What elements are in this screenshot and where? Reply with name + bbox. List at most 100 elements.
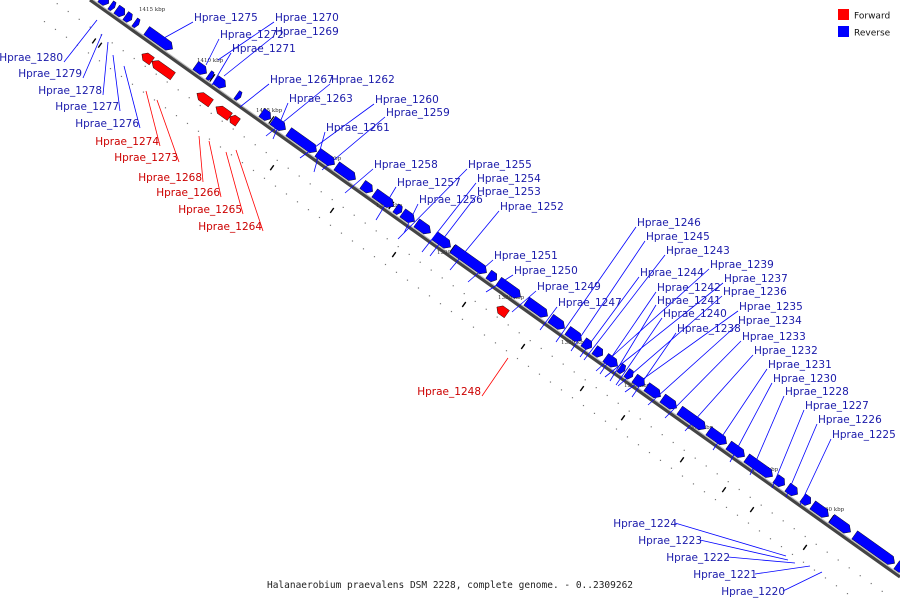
- label-leader: [595, 268, 710, 372]
- label-leader: [313, 131, 326, 173]
- reverse-gene-arrow: [893, 560, 900, 573]
- guide-dot: [252, 169, 255, 172]
- gene-label-hprae-1238: Hprae_1238: [677, 323, 741, 335]
- guide-dot: [571, 397, 574, 399]
- reverse-gene-arrow: [485, 269, 497, 283]
- guide-dot: [813, 569, 816, 571]
- guide-dot: [793, 528, 795, 530]
- guide-dot: [296, 201, 299, 203]
- guide-dot: [791, 553, 794, 556]
- kbp-tick-mark: [268, 115, 275, 124]
- guide-dot: [166, 81, 168, 83]
- guide-dot: [648, 451, 651, 454]
- strand-tick: [721, 486, 727, 493]
- label-leader: [664, 340, 742, 419]
- label-leader: [604, 282, 724, 378]
- guide-dot: [626, 436, 629, 438]
- genome-backbone: [89, 0, 900, 579]
- label-leader: [631, 332, 677, 398]
- guide-dot: [164, 107, 167, 109]
- guide-dot: [430, 269, 432, 271]
- label-leader: [239, 83, 270, 108]
- guide-dot: [749, 496, 751, 498]
- reverse-gene-arrow: [143, 26, 173, 51]
- gene-label-hprae-1249: Hprae_1249: [537, 281, 601, 293]
- gene-label-hprae-1255: Hprae_1255: [468, 159, 532, 171]
- guide-dot: [692, 483, 695, 485]
- gene-label-hprae-1244: Hprae_1244: [640, 267, 704, 279]
- legend-forward-label: Forward: [854, 12, 890, 22]
- guide-dot: [43, 20, 46, 23]
- guide-dot: [375, 230, 377, 232]
- guide-dot: [133, 57, 135, 60]
- guide-dot: [144, 65, 146, 67]
- guide-dot: [672, 441, 674, 444]
- reverse-gene-arrow: [495, 276, 521, 299]
- gene-label-hprae-1257: Hprae_1257: [397, 177, 461, 189]
- guide-dot: [703, 491, 706, 493]
- gene-label-hprae-1222: Hprae_1222: [666, 552, 730, 564]
- gene-features: [97, 0, 900, 573]
- reverse-gene-arrow: [623, 368, 634, 380]
- label-leader: [211, 52, 232, 86]
- gene-label-hprae-1254: Hprae_1254: [477, 173, 541, 185]
- gene-labels: Hprae_1275 Hprae_1270 Hprae_1272Hprae_1269…: [0, 12, 896, 598]
- guide-dot: [551, 355, 553, 357]
- forward-gene-arrow: [229, 114, 241, 127]
- guide-dot: [859, 575, 861, 577]
- label-leader: [123, 65, 141, 129]
- guide-dot: [78, 18, 80, 20]
- guide-dot: [472, 326, 475, 328]
- reverse-gene-arrow: [602, 353, 618, 368]
- gene-label-hprae-1253: Hprae_1253: [477, 186, 541, 198]
- forward-gene-arrow: [151, 60, 176, 81]
- guide-dot: [628, 410, 630, 412]
- label-leader: [375, 186, 397, 221]
- guide-dot: [661, 434, 663, 436]
- forward-gene-arrow: [141, 52, 155, 66]
- label-leader: [674, 522, 787, 557]
- reverse-gene-arrow: [591, 345, 603, 358]
- gene-label-hprae-1267: Hprae_1267: [270, 74, 334, 86]
- guide-dot: [188, 97, 190, 99]
- label-leader: [485, 274, 514, 293]
- reverse-gene-arrow: [616, 363, 627, 375]
- guide-dot: [67, 10, 69, 13]
- gene-label-hprae-1266: Hprae_1266: [156, 187, 220, 199]
- strand-tick: [520, 343, 526, 350]
- label-leader: [615, 317, 663, 386]
- guide-dot: [606, 394, 608, 397]
- guide-dot: [804, 535, 806, 538]
- label-leader: [684, 354, 754, 432]
- kbp-tick-label: 1410 kbp: [197, 58, 224, 64]
- strand-tick: [802, 544, 808, 551]
- guide-dot: [384, 263, 387, 266]
- guide-dot: [331, 198, 333, 201]
- label-leader: [102, 41, 109, 96]
- guide-dot: [870, 582, 872, 585]
- gene-label-hprae-1248: Hprae_1248: [417, 386, 481, 398]
- guide-dot: [153, 99, 156, 101]
- forward-gene-arrow: [196, 92, 214, 108]
- guide-dot: [263, 177, 266, 179]
- reverse-gene-arrow: [799, 493, 811, 506]
- label-leader: [599, 291, 657, 375]
- guide-dot: [298, 175, 300, 177]
- guide-dot: [507, 324, 509, 326]
- strand-tick: [461, 301, 467, 308]
- reverse-gene-arrow: [258, 108, 271, 121]
- gene-label-hprae-1256: Hprae_1256: [419, 194, 483, 206]
- gene-label-hprae-1280: Hprae_1280: [0, 52, 63, 64]
- guide-dot: [54, 28, 57, 31]
- guide-dot: [670, 467, 673, 469]
- guide-dot: [243, 136, 245, 138]
- gene-label-hprae-1236: Hprae_1236: [723, 286, 787, 298]
- label-leader: [217, 21, 275, 61]
- guide-dot: [494, 342, 497, 344]
- reverse-gene-arrow: [523, 296, 548, 318]
- guide-dot: [362, 248, 365, 250]
- label-leader: [583, 254, 666, 361]
- strand-tick: [749, 506, 755, 513]
- label-leader: [421, 182, 477, 253]
- gene-label-hprae-1220: Hprae_1220: [721, 586, 785, 598]
